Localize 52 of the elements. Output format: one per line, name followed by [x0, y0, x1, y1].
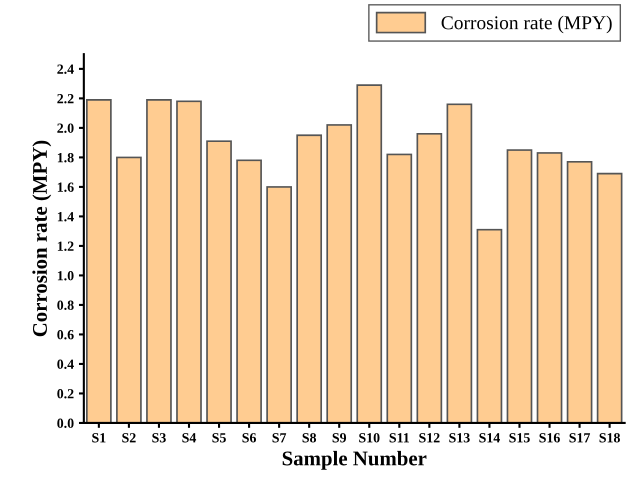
bar	[416, 132, 442, 423]
bar	[566, 160, 592, 423]
bar	[116, 156, 142, 423]
bar	[446, 103, 472, 423]
y-tick-label: 1.2	[58, 242, 74, 251]
x-tick-label: S15	[509, 433, 530, 442]
x-tick-label: S16	[539, 433, 560, 442]
y-tick-label: 1.0	[58, 271, 74, 280]
bar	[206, 140, 232, 423]
x-axis-title: Sample Number	[282, 450, 426, 470]
x-tick-label: S13	[449, 433, 470, 442]
bar	[596, 172, 622, 423]
y-tick-label: 2.4	[57, 64, 74, 74]
x-tick-label: S3	[152, 433, 166, 442]
x-tick-label: S1	[92, 433, 106, 442]
x-tick-label: S8	[302, 433, 316, 442]
x-tick-label: S2	[122, 433, 136, 442]
x-tick-label: S14	[479, 433, 500, 442]
x-tick-label: S12	[419, 433, 440, 442]
y-tick-label: 0.0	[57, 418, 74, 428]
x-tick-label: S6	[242, 433, 256, 442]
bar	[146, 99, 172, 423]
y-tick-label: 0.4	[57, 360, 74, 369]
bar	[356, 84, 382, 423]
bar	[536, 152, 562, 423]
x-tick-label: S11	[390, 433, 410, 442]
x-tick-label: S9	[332, 433, 346, 442]
y-tick-label: 1.8	[58, 152, 74, 162]
x-tick-label: S4	[182, 433, 196, 442]
x-tick-label: S18	[600, 433, 620, 442]
y-tick-label: 0.6	[57, 330, 74, 340]
y-tick-label: 0.8	[57, 300, 74, 310]
bar	[86, 99, 112, 423]
y-tick-label: 0.2	[57, 389, 74, 398]
y-tick-label: 2.2	[57, 94, 74, 104]
x-tick-label: S10	[359, 433, 380, 442]
bar	[176, 100, 202, 423]
y-axis-title: Corrosion rate (MPY)	[32, 140, 52, 336]
x-tick-label: S17	[570, 433, 590, 442]
bar	[236, 160, 262, 423]
bar	[266, 186, 292, 423]
x-tick-label: S7	[272, 433, 286, 442]
bar	[506, 149, 532, 423]
y-tick-label: 2.0	[57, 123, 74, 133]
y-tick-label: 1.6	[58, 182, 74, 192]
bar	[296, 134, 322, 423]
bar	[476, 228, 502, 423]
legend-label: Corrosion rate (MPY)	[442, 16, 612, 34]
bar	[326, 124, 352, 423]
y-tick-label: 1.4	[58, 212, 74, 222]
x-tick-label: S5	[212, 433, 226, 442]
bar	[386, 154, 412, 423]
